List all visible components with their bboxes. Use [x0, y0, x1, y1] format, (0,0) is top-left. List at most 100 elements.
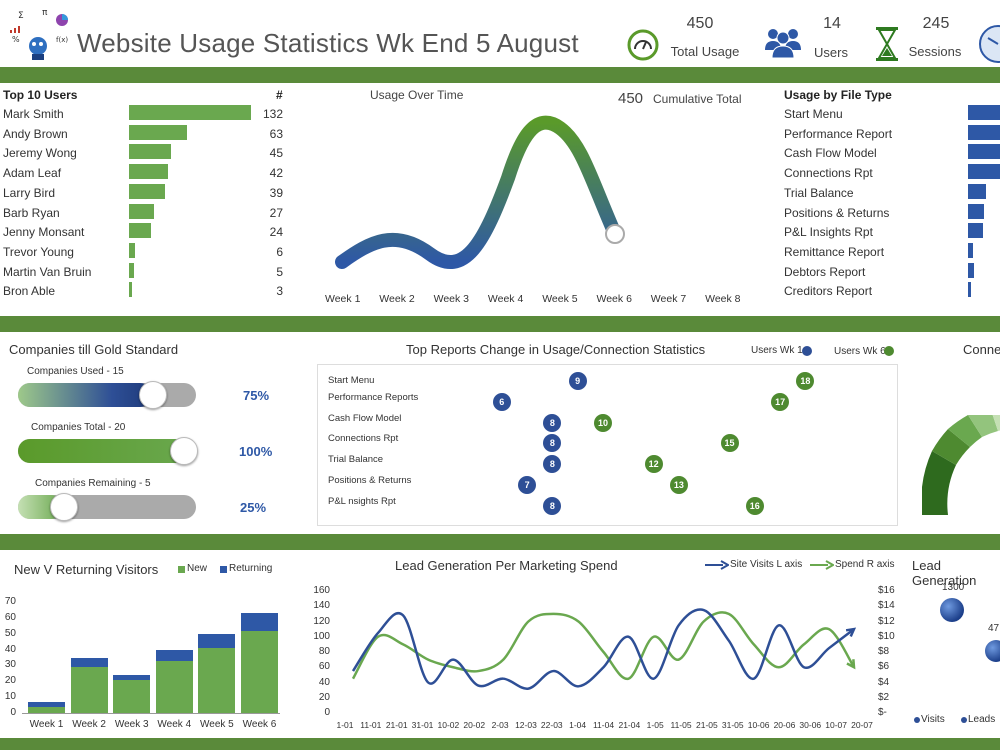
lead-gen-x-label: 10-02 [437, 720, 460, 730]
user-name: Jenny Monsant [3, 225, 85, 240]
kpi-users-label: Users [814, 45, 848, 60]
legend-returning-swatch [220, 566, 227, 573]
lead-gen-x-label: 21-05 [696, 720, 718, 730]
footer-divider [0, 738, 1000, 750]
visitors-bar-returning [113, 674, 151, 680]
lead-gen-left-tick: 100 [313, 630, 330, 642]
lead-gen-right-tick: $2 [878, 691, 890, 703]
visitors-y-tick: 20 [4, 675, 16, 687]
file-type-bar [968, 144, 1000, 160]
user-bar [129, 144, 171, 160]
lead-gen-x-label: 1-04 [569, 720, 587, 730]
report-name: Positions & Returns [328, 475, 412, 486]
visitors-bar-returning [155, 649, 193, 661]
lead-gen-x-label: 11-04 [592, 720, 615, 730]
file-type-name: Positions & Returns [784, 205, 890, 220]
visitors-x-label: Week 3 [114, 719, 149, 730]
report-name: Start Menu [328, 375, 375, 386]
legend-new-swatch [178, 566, 185, 573]
lead-gen-x-label: 31-05 [721, 720, 744, 730]
user-value: 3 [276, 284, 283, 299]
legend-visits-arrow [705, 560, 729, 570]
visitors-y-tick: 50 [4, 627, 16, 639]
lead-gen-x-label: 10-07 [825, 720, 848, 730]
lead-gen-title: Lead Generation Per Marketing Spend [395, 558, 618, 573]
clock-icon [976, 24, 1000, 69]
user-value: 39 [269, 185, 283, 200]
svg-text:%: % [12, 35, 20, 44]
usage-over-time-title: Usage Over Time [370, 88, 464, 102]
week-label: Week 3 [433, 293, 470, 305]
lead-gen-left-tick: 40 [318, 676, 330, 688]
file-type-name: Connections Rpt [784, 166, 873, 181]
lead-gen-x-label: 1-01 [336, 720, 354, 730]
lead-gen-x-label: 11-05 [670, 720, 692, 730]
lead-gen2-value2: 47 [988, 623, 1000, 634]
user-bar [129, 183, 166, 199]
file-type-name: Debtors Report [784, 264, 866, 279]
lead-gen-right-tick: $6 [878, 661, 890, 673]
gold-slider-fill [18, 383, 152, 407]
page-title: Website Usage Statistics Wk End 5 August [77, 28, 579, 58]
lead-gen-x-label: 11-01 [360, 720, 382, 730]
report-wk6-dot: 10 [594, 413, 612, 432]
visitors-x-label: Week 5 [200, 719, 234, 730]
visitors-bar-returning [70, 657, 108, 667]
lead-gen-right-tick: $8 [878, 646, 890, 657]
connections-gauge [922, 415, 1000, 515]
file-type-name: Remittance Report [784, 244, 885, 259]
kpi-total-usage-value: 450 [686, 15, 714, 32]
week-label: Week 1 [325, 293, 361, 305]
lead-gen2-legend-leads-dot [961, 717, 967, 723]
user-bar [129, 164, 168, 180]
visits-line [351, 608, 855, 690]
report-wk1-dot: 8 [543, 413, 562, 432]
legend-returning-label: Returning [229, 563, 273, 574]
user-bar [129, 242, 135, 258]
file-type-bar [968, 105, 1000, 120]
file-type-name: Cash Flow Model [784, 146, 877, 161]
gold-slider-pct: 100% [239, 444, 273, 459]
lead-gen-x-label: 2-03 [491, 720, 509, 730]
user-bar [129, 105, 251, 120]
lead-gen-right-tick: $4 [878, 676, 890, 688]
report-wk1-dot: 8 [543, 434, 562, 453]
usage-over-time-line [335, 115, 622, 269]
lead-gen-left-tick: 60 [318, 661, 330, 673]
user-value: 6 [276, 244, 283, 259]
lead-gen-left-tick: 140 [313, 600, 330, 612]
cumulative-label: Cumulative Total [653, 92, 742, 106]
visitors-y-tick: 30 [4, 659, 16, 671]
week-label: Week 5 [542, 293, 578, 305]
visitors-y-tick: 40 [4, 643, 16, 655]
week-label: Week 6 [596, 293, 632, 305]
user-value: 24 [269, 225, 283, 240]
user-value: 45 [269, 146, 283, 161]
kpi-users-value: 14 [823, 15, 841, 32]
file-type-bar [968, 223, 984, 239]
lead-gen2-legend-visits-dot [914, 717, 920, 723]
file-type-bar [968, 242, 973, 258]
week-label: Week 2 [379, 293, 415, 305]
legend-spend-arrow [810, 560, 834, 570]
user-name: Martin Van Bruin [3, 264, 92, 279]
lead-gen-x-label: 12-03 [515, 720, 537, 730]
gold-slider-label: Companies Used - 15 [27, 366, 124, 377]
lead-gen2-value1: 1300 [942, 582, 965, 593]
report-name: Performance Reports [328, 391, 419, 403]
lead-gen-x-label: 21-01 [385, 720, 408, 730]
header-divider [0, 67, 1000, 83]
file-type-name: Trial Balance [784, 185, 854, 200]
visitors-bar-returning [241, 613, 278, 631]
visitors-x-axis [22, 713, 280, 714]
file-type-name: Performance Report [784, 126, 893, 141]
lead-gen-left-tick: 160 [313, 585, 330, 596]
file-type-bar [968, 124, 1000, 140]
report-wk1-dot: 9 [568, 372, 587, 390]
user-bar [129, 124, 188, 140]
kpi-sessions-value: 245 [922, 15, 950, 32]
user-value: 132 [262, 107, 283, 121]
legend-wk1-dot [802, 346, 812, 356]
user-name: Trevor Young [3, 244, 74, 259]
